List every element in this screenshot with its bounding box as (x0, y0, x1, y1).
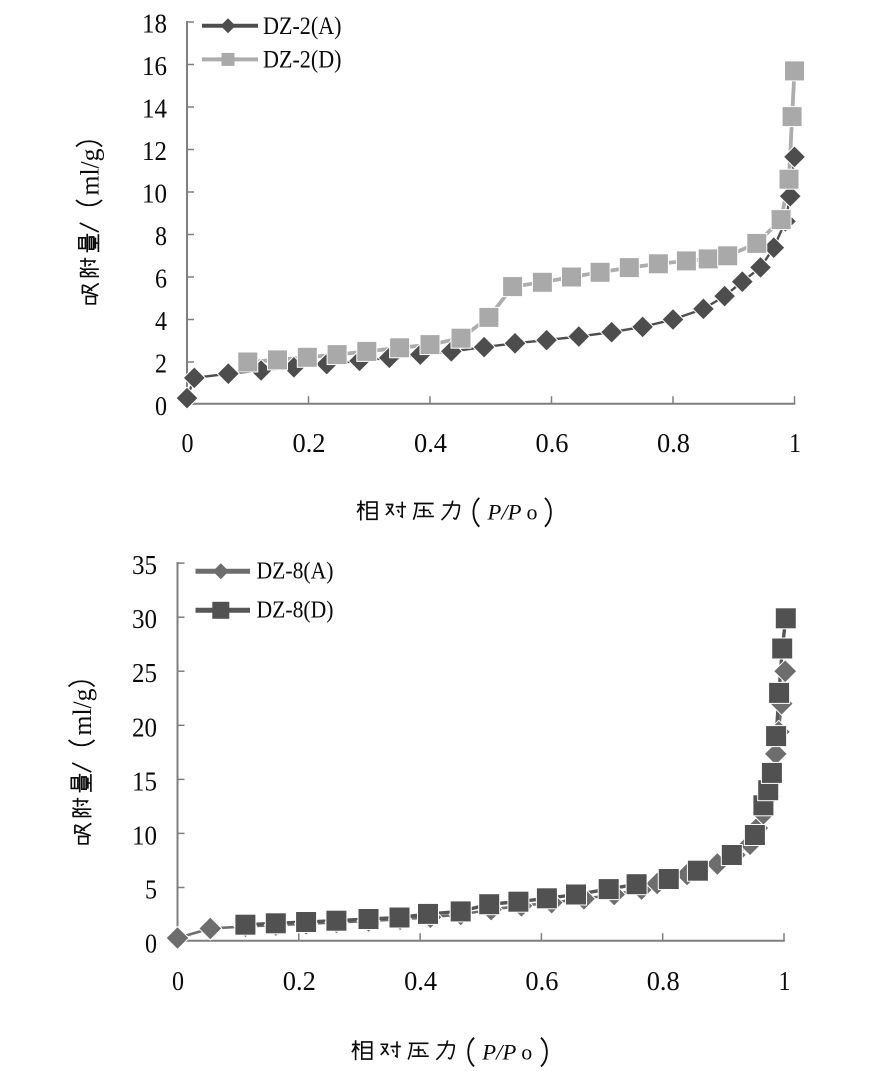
svg-text:5: 5 (145, 875, 157, 905)
svg-text:25: 25 (132, 658, 157, 688)
svg-text:0.6: 0.6 (525, 966, 558, 996)
svg-text:2: 2 (155, 348, 167, 378)
svg-text:8: 8 (155, 221, 167, 251)
svg-text:15: 15 (132, 766, 157, 796)
svg-text:0.2: 0.2 (293, 428, 326, 458)
svg-text:o: o (527, 500, 538, 525)
svg-text:12: 12 (142, 136, 167, 166)
svg-text:DZ-8(D): DZ-8(D) (257, 597, 334, 624)
svg-text:DZ-2(A): DZ-2(A) (263, 13, 342, 40)
svg-text:0: 0 (155, 391, 167, 421)
svg-text:1: 1 (789, 428, 801, 458)
svg-text:30: 30 (132, 604, 157, 634)
svg-text:4: 4 (155, 306, 167, 336)
svg-text:0: 0 (145, 929, 157, 959)
svg-text:0: 0 (172, 966, 184, 996)
svg-text:ml/g: ml/g (68, 689, 97, 736)
svg-text:10: 10 (132, 820, 157, 850)
svg-text:10: 10 (142, 178, 167, 208)
svg-text:DZ-8(A): DZ-8(A) (257, 558, 334, 585)
svg-text:0.4: 0.4 (404, 966, 437, 996)
svg-text:0.6: 0.6 (536, 428, 569, 458)
svg-text:P/P: P/P (481, 1039, 516, 1064)
svg-text:0.8: 0.8 (647, 966, 680, 996)
svg-text:P/P: P/P (486, 500, 521, 525)
svg-text:18: 18 (142, 8, 167, 38)
svg-text:14: 14 (142, 93, 167, 123)
svg-text:20: 20 (132, 712, 157, 742)
svg-text:0.4: 0.4 (414, 428, 447, 458)
svg-text:ml/g: ml/g (76, 149, 105, 196)
svg-text:0.8: 0.8 (657, 428, 690, 458)
svg-text:6: 6 (155, 263, 167, 293)
svg-text:DZ-2(D): DZ-2(D) (263, 47, 342, 74)
svg-text:1: 1 (779, 966, 791, 996)
svg-text:35: 35 (132, 550, 157, 580)
svg-text:0: 0 (182, 428, 194, 458)
svg-text:16: 16 (142, 51, 167, 81)
svg-text:o: o (521, 1039, 532, 1064)
svg-text:0.2: 0.2 (283, 966, 316, 996)
